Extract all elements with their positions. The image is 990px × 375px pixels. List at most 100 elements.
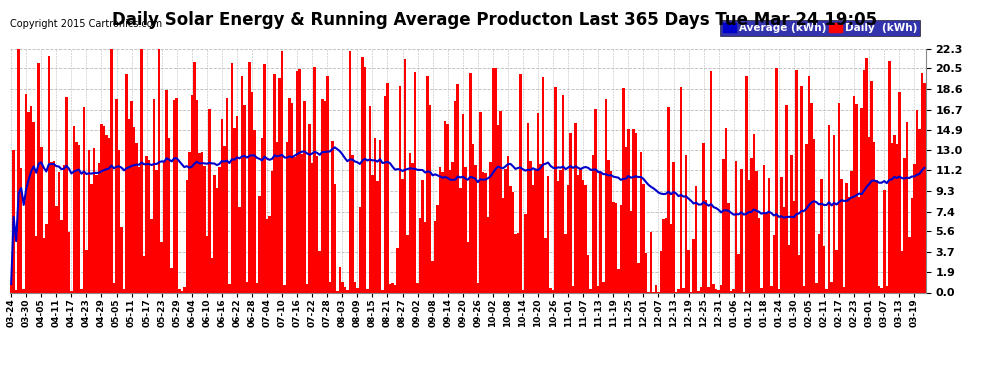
Bar [788,245,790,292]
Bar [602,282,605,292]
Bar [885,286,888,292]
Bar [589,289,592,292]
Bar [870,81,873,292]
Bar [783,207,785,292]
Bar [842,286,845,292]
Bar [203,166,206,292]
Bar [572,286,574,292]
Bar [733,290,735,292]
Bar [918,129,921,292]
Bar [424,222,427,292]
Bar [196,100,198,292]
Bar [163,162,165,292]
Bar [296,70,298,292]
Bar [396,248,399,292]
Bar [615,203,617,292]
Bar [617,268,620,292]
Bar [100,124,103,292]
Bar [131,101,133,292]
Bar [170,268,173,292]
Bar [638,264,640,292]
Bar [492,68,494,292]
Bar [442,172,444,292]
Bar [546,176,549,292]
Bar [713,284,715,292]
Bar [649,232,652,292]
Bar [775,68,777,292]
Bar [298,69,301,292]
Bar [481,172,484,292]
Bar [785,105,788,292]
Bar [105,135,108,292]
Bar [790,156,793,292]
Bar [168,138,170,292]
Bar [738,254,740,292]
Bar [551,290,554,292]
Bar [223,146,226,292]
Bar [358,207,361,292]
Bar [509,186,512,292]
Bar [406,235,409,292]
Bar [311,163,314,292]
Bar [216,189,218,292]
Text: Copyright 2015 Cartronics.com: Copyright 2015 Cartronics.com [10,19,162,29]
Bar [82,107,85,292]
Bar [793,201,795,292]
Bar [448,170,451,292]
Bar [399,86,401,292]
Bar [740,169,742,292]
Bar [497,125,499,292]
Bar [384,96,386,292]
Bar [828,124,831,292]
Bar [454,100,456,292]
Bar [138,167,141,292]
Bar [260,138,263,292]
Bar [52,161,55,292]
Bar [321,99,324,292]
Bar [853,96,855,292]
Bar [446,124,448,292]
Bar [231,63,234,292]
Bar [72,126,75,292]
Bar [316,156,319,292]
Bar [476,283,479,292]
Bar [90,184,93,292]
Bar [818,234,821,292]
Bar [643,184,644,292]
Bar [542,77,545,292]
Legend: Average (kWh), Daily  (kWh): Average (kWh), Daily (kWh) [720,20,921,36]
Bar [700,287,702,292]
Bar [218,167,221,292]
Bar [549,288,551,292]
Bar [584,184,587,292]
Bar [654,285,657,292]
Bar [75,142,77,292]
Bar [373,138,376,292]
Bar [502,198,504,292]
Bar [765,213,767,292]
Bar [519,75,522,292]
Bar [692,239,695,292]
Bar [517,233,519,292]
Bar [610,171,612,292]
Bar [810,104,813,292]
Bar [855,104,858,292]
Bar [767,178,770,292]
Bar [847,197,850,292]
Bar [582,180,584,292]
Bar [464,166,466,292]
Bar [250,92,253,292]
Bar [417,284,419,292]
Bar [281,51,283,292]
Bar [128,119,131,292]
Bar [620,206,622,292]
Bar [38,63,40,292]
Bar [339,267,342,292]
Bar [456,84,459,292]
Bar [18,49,20,292]
Bar [241,76,244,292]
Bar [858,197,860,292]
Bar [344,287,346,292]
Bar [667,106,670,292]
Bar [777,289,780,292]
